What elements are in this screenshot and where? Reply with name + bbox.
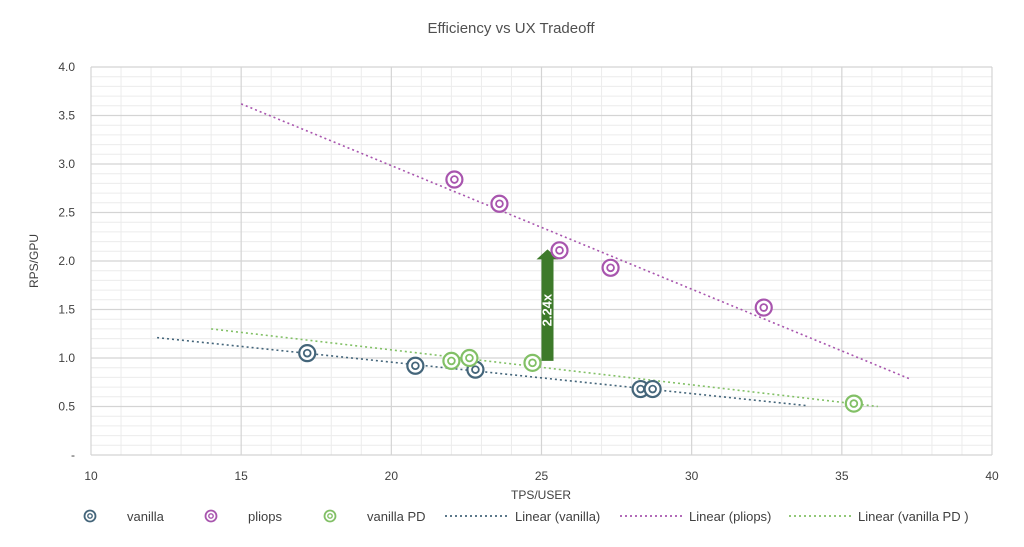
data-point-pliops	[445, 170, 464, 189]
point-outer-ring	[550, 241, 569, 260]
point-inner-ring	[648, 384, 657, 394]
point-outer-ring	[490, 194, 509, 213]
y-tick-label: 2.0	[58, 254, 75, 268]
point-inner-ring	[411, 361, 420, 371]
data-point-vanilla-pd	[523, 353, 542, 372]
point-inner-ring	[849, 399, 859, 408]
x-tick-label: 35	[835, 469, 849, 483]
y-tick-label: 3.5	[58, 109, 75, 123]
x-tick-label: 30	[685, 469, 699, 483]
point-outer-ring	[298, 344, 317, 363]
point-inner-ring	[450, 175, 459, 184]
legend-marker-inner	[87, 513, 93, 519]
point-inner-ring	[495, 199, 504, 209]
data-points	[298, 170, 863, 413]
trendline-pliops	[240, 103, 912, 381]
y-tick-label: -	[71, 448, 75, 462]
x-tick-label: 15	[234, 469, 248, 483]
y-tick-label: 1.5	[58, 303, 75, 317]
data-point-vanilla	[406, 356, 425, 375]
grid	[90, 66, 993, 456]
legend-item-pliops: pliops	[204, 509, 282, 524]
legend-label: Linear (vanilla PD )	[858, 509, 969, 524]
point-outer-ring	[460, 348, 479, 368]
data-point-pliops	[550, 241, 569, 260]
point-outer-ring	[754, 298, 773, 317]
chart-title: Efficiency vs UX Tradeoff	[427, 20, 595, 37]
y-tick-label: 1.0	[58, 351, 75, 365]
legend-item-trend-vanilla-pd: Linear (vanilla PD )	[789, 509, 969, 524]
point-outer-ring	[643, 379, 662, 399]
point-outer-ring	[445, 170, 464, 189]
data-point-pliops	[601, 258, 620, 277]
point-inner-ring	[447, 356, 456, 366]
legend-marker-inner	[327, 513, 333, 519]
trendline-vanilla-pd	[211, 328, 878, 408]
annotation-arrow	[536, 249, 559, 361]
data-point-pliops	[754, 298, 773, 317]
data-point-pliops	[490, 194, 509, 213]
y-tick-label: 4.0	[58, 60, 75, 74]
data-point-vanilla-pd	[442, 351, 461, 371]
legend-marker	[323, 509, 337, 523]
legend-item-vanilla: vanilla	[83, 509, 165, 524]
tick-labels: 10 15 20 25 30 35 40 - 0.5 1.0 1.5 2.0 2.5 3.0 3.5 4.0	[58, 60, 999, 483]
annotation: 2.24x	[536, 249, 559, 361]
legend-label: vanilla	[127, 509, 165, 524]
point-inner-ring	[302, 348, 312, 358]
legend-marker	[204, 509, 218, 523]
y-tick-label: 2.5	[58, 206, 75, 220]
point-inner-ring	[528, 358, 537, 368]
legend-label: vanilla PD	[367, 509, 426, 524]
x-tick-label: 20	[385, 469, 399, 483]
point-inner-ring	[759, 303, 769, 312]
point-outer-ring	[523, 353, 542, 372]
point-inner-ring	[555, 246, 564, 255]
legend-label: Linear (pliops)	[689, 509, 771, 524]
data-point-vanilla	[643, 379, 662, 399]
x-tick-label: 40	[985, 469, 999, 483]
legend-item-vanilla-pd: vanilla PD	[323, 509, 426, 524]
legend-item-trend-vanilla: Linear (vanilla)	[445, 509, 600, 524]
x-axis-label: TPS/USER	[511, 488, 571, 502]
point-outer-ring	[601, 258, 620, 277]
point-outer-ring	[406, 356, 425, 375]
x-tick-label: 10	[84, 469, 98, 483]
legend-label: Linear (vanilla)	[515, 509, 600, 524]
point-outer-ring	[442, 351, 461, 371]
y-tick-label: 0.5	[58, 400, 75, 414]
point-inner-ring	[606, 263, 615, 273]
legend: vanilla pliops vanilla PD Linear (vanilla) L…	[83, 509, 969, 524]
data-point-vanilla-pd	[460, 348, 479, 368]
legend-marker	[83, 509, 97, 523]
y-tick-label: 3.0	[58, 157, 75, 171]
annotation-label: 2.24x	[540, 293, 555, 326]
data-point-vanilla	[298, 344, 317, 363]
point-inner-ring	[465, 353, 474, 363]
point-inner-ring	[471, 365, 480, 374]
legend-marker-inner	[208, 513, 214, 519]
y-axis-label: RPS/GPU	[27, 234, 41, 288]
data-point-vanilla-pd	[844, 394, 863, 413]
legend-item-trend-pliops: Linear (pliops)	[620, 509, 771, 524]
point-outer-ring	[844, 394, 863, 413]
legend-label: pliops	[248, 509, 282, 524]
x-tick-label: 25	[535, 469, 549, 483]
